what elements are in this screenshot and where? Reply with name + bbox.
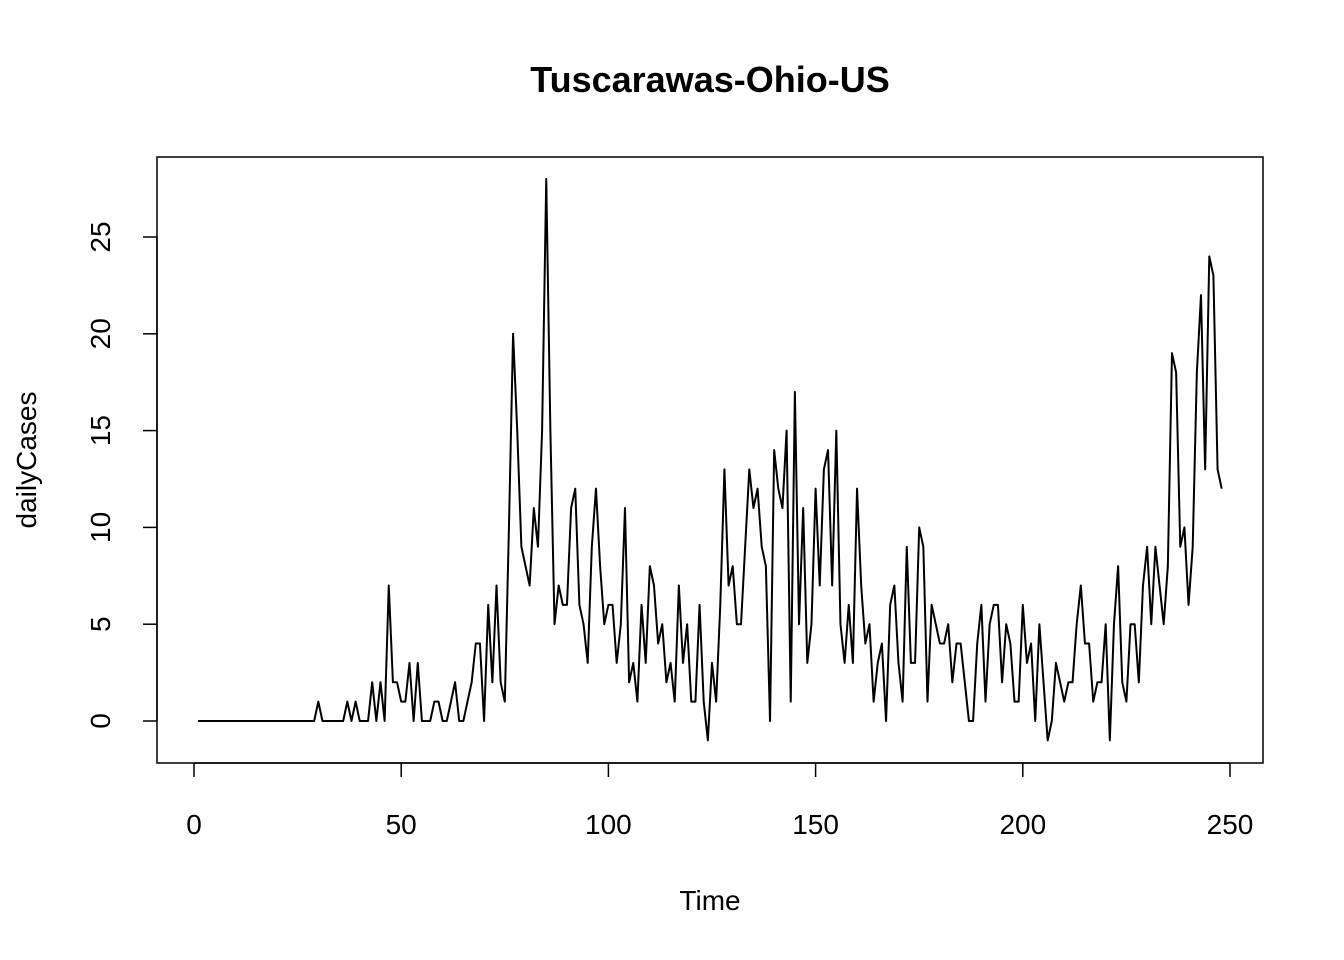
y-axis: 0 5 10 15 20 25: [85, 221, 158, 729]
y-tick-label: 15: [85, 415, 116, 446]
y-axis-label: dailyCases: [11, 392, 42, 529]
x-tick-label: 50: [386, 809, 417, 840]
y-tick-label: 25: [85, 221, 116, 252]
x-tick-label: 0: [186, 809, 202, 840]
x-axis: 0 50 100 150 200 250: [186, 762, 1254, 840]
y-tick-label: 10: [85, 512, 116, 543]
plot-frame: [156, 156, 1264, 764]
chart-title: Tuscarawas-Ohio-US: [530, 59, 889, 100]
y-tick-label: 0: [85, 713, 116, 729]
x-tick-label: 100: [585, 809, 632, 840]
daily-cases-line: [198, 177, 1223, 742]
y-tick-label: 5: [85, 616, 116, 632]
x-axis-label: Time: [679, 885, 740, 916]
x-tick-label: 200: [999, 809, 1046, 840]
x-tick-label: 250: [1207, 809, 1254, 840]
x-tick-label: 150: [792, 809, 839, 840]
y-tick-label: 20: [85, 318, 116, 349]
